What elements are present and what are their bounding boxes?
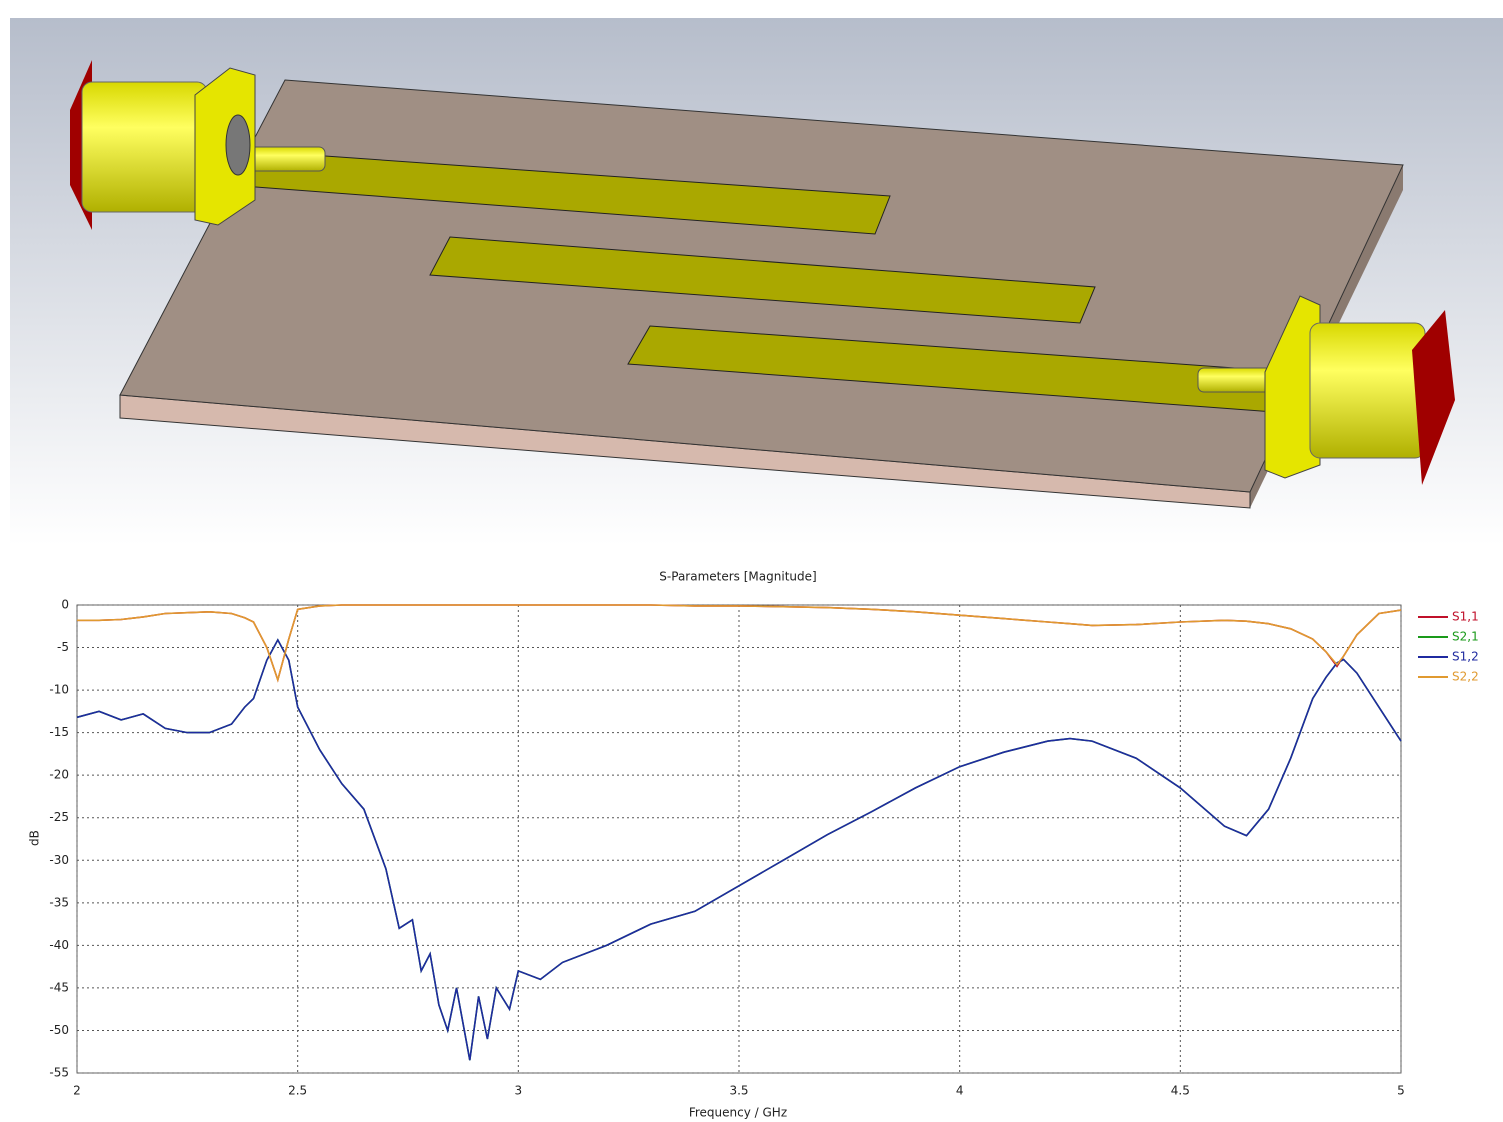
y-tick-label: -30 <box>49 853 69 867</box>
legend-label: S2,1 <box>1452 630 1479 644</box>
y-tick-label: -55 <box>49 1066 69 1080</box>
y-tick-label: -15 <box>49 725 69 739</box>
x-tick-label: 3 <box>515 1084 523 1098</box>
x-tick-label: 2 <box>73 1084 81 1098</box>
legend-label: S1,1 <box>1452 610 1479 624</box>
y-tick-label: -20 <box>49 768 69 782</box>
y-tick-label: -10 <box>49 683 69 697</box>
legend-label: S2,2 <box>1452 670 1479 684</box>
y-tick-label: -5 <box>57 640 69 654</box>
y-tick-label: -40 <box>49 938 69 952</box>
y-axis-label: dB <box>28 830 42 846</box>
chart-title: S-Parameters [Magnitude] <box>659 570 816 584</box>
connector <box>1310 323 1425 458</box>
chart: S-Parameters [Magnitude] Frequency / GHz… <box>28 570 1479 1120</box>
x-tick-label: 2.5 <box>288 1084 307 1098</box>
y-tick-label: -50 <box>49 1023 69 1037</box>
y-tick-label: -45 <box>49 980 69 994</box>
model-view <box>10 18 1503 545</box>
x-axis-label: Frequency / GHz <box>689 1106 787 1120</box>
y-tick-label: -35 <box>49 895 69 909</box>
page: {"chart_data": {"type": "line", "title":… <box>0 0 1503 1122</box>
x-tick-label: 4.5 <box>1171 1084 1190 1098</box>
screenshot: S-Parameters [Magnitude] Frequency / GHz… <box>0 0 1503 1122</box>
x-tick-label: 3.5 <box>729 1084 748 1098</box>
y-tick-label: 0 <box>61 598 69 612</box>
x-tick-label: 4 <box>956 1084 964 1098</box>
pin <box>1198 368 1273 392</box>
connector <box>82 82 207 212</box>
y-tick-label: -25 <box>49 810 69 824</box>
flange-hole <box>226 115 250 175</box>
x-tick-label: 5 <box>1397 1084 1405 1098</box>
legend-label: S1,2 <box>1452 650 1479 664</box>
